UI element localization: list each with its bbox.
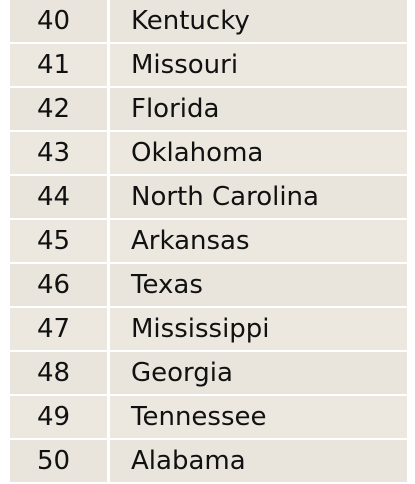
- table-row: 49 Tennessee: [10, 396, 407, 440]
- rank-cell: 40: [10, 0, 110, 44]
- table-row: 44 North Carolina: [10, 176, 407, 220]
- rank-cell: 45: [10, 220, 110, 264]
- table-row: 43 Oklahoma: [10, 132, 407, 176]
- table-row: 50 Alabama: [10, 440, 407, 484]
- table-row: 41 Missouri: [10, 44, 407, 88]
- rank-cell: 43: [10, 132, 110, 176]
- state-cell: Mississippi: [110, 308, 407, 352]
- rank-cell: 49: [10, 396, 110, 440]
- state-cell: Kentucky: [110, 0, 407, 44]
- table-row: 45 Arkansas: [10, 220, 407, 264]
- rank-cell: 46: [10, 264, 110, 308]
- table-row: 42 Florida: [10, 88, 407, 132]
- rank-cell: 42: [10, 88, 110, 132]
- state-cell: Oklahoma: [110, 132, 407, 176]
- rank-cell: 48: [10, 352, 110, 396]
- state-cell: Georgia: [110, 352, 407, 396]
- rank-cell: 50: [10, 440, 110, 484]
- state-cell: Arkansas: [110, 220, 407, 264]
- rank-cell: 44: [10, 176, 110, 220]
- rank-cell: 47: [10, 308, 110, 352]
- table-row: 48 Georgia: [10, 352, 407, 396]
- state-cell: Texas: [110, 264, 407, 308]
- state-cell: Florida: [110, 88, 407, 132]
- state-cell: Alabama: [110, 440, 407, 484]
- table-row: 40 Kentucky: [10, 0, 407, 44]
- state-cell: Missouri: [110, 44, 407, 88]
- state-cell: Tennessee: [110, 396, 407, 440]
- rank-cell: 41: [10, 44, 110, 88]
- state-cell: North Carolina: [110, 176, 407, 220]
- table-row: 47 Mississippi: [10, 308, 407, 352]
- table-row: 46 Texas: [10, 264, 407, 308]
- ranking-table: 40 Kentucky 41 Missouri 42 Florida 43 Ok…: [10, 0, 407, 484]
